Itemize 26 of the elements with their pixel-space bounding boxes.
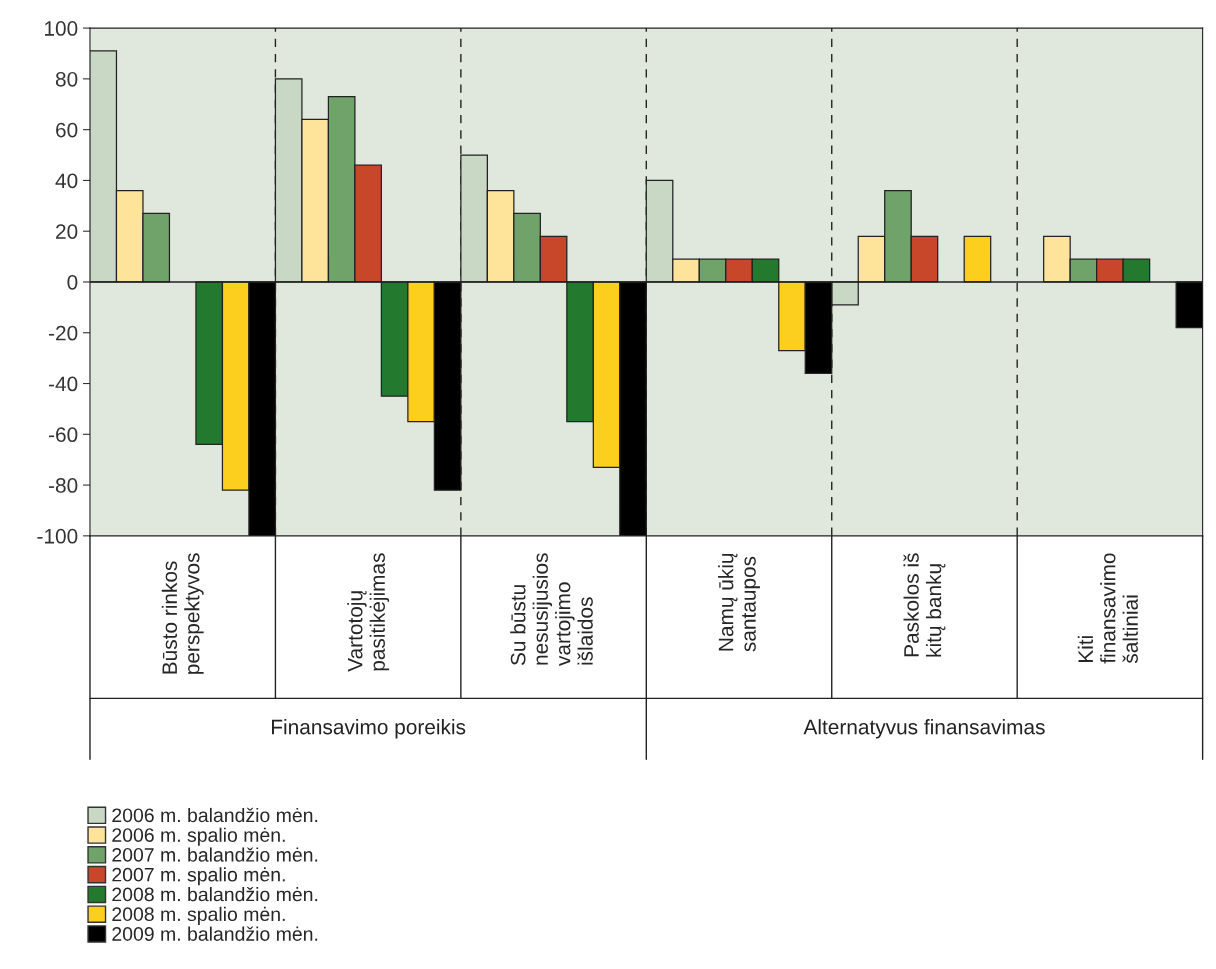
x-tick-label: Namų ūkių santaupos <box>718 553 760 652</box>
y-tick-label: 0 <box>67 274 78 290</box>
y-tick-label: -20 <box>49 325 78 341</box>
y-tick-label: -40 <box>49 376 78 392</box>
legend-label: 2006 m. balandžio mėn. <box>112 807 318 823</box>
legend-label: 2008 m. balandžio mėn. <box>112 886 318 902</box>
legend-label: 2007 m. spalio mėn. <box>112 867 285 886</box>
text: Alternatyvus finansavimas <box>803 719 1045 739</box>
y-tick-label: -80 <box>49 478 78 493</box>
y-tick-label: -60 <box>49 427 78 443</box>
x-tick-label: Būsto rinkos perspektyvos <box>161 553 204 674</box>
y-tick-label: -100 <box>37 528 78 544</box>
legend-label: 2009 m. balandžio mėn. <box>112 926 318 941</box>
x-tick-label: Vartotojų pasitikėjimas <box>347 553 390 672</box>
x-tick-label: Kiti finansavimo šaltiniai <box>1077 553 1138 664</box>
x-tick-label: Paskolos iš kitų bankų <box>903 553 946 657</box>
legend-label: 2007 m. balandžio mėn. <box>112 847 318 862</box>
y-tick-label: 100 <box>45 21 78 36</box>
y-tick-label: 40 <box>55 173 78 189</box>
text: Finansavimo poreikis <box>272 719 466 739</box>
legend-label: 2008 m. spalio mėn. <box>112 906 285 925</box>
y-tick-label: 20 <box>56 224 78 239</box>
y-tick-label: 80 <box>55 71 78 87</box>
y-tick-label: 60 <box>56 122 78 138</box>
x-tick-label: Su būstu nesusijusios vartojimo išlaidos <box>510 553 593 666</box>
legend-label: 2006 m. spalio mėn. <box>112 827 285 846</box>
